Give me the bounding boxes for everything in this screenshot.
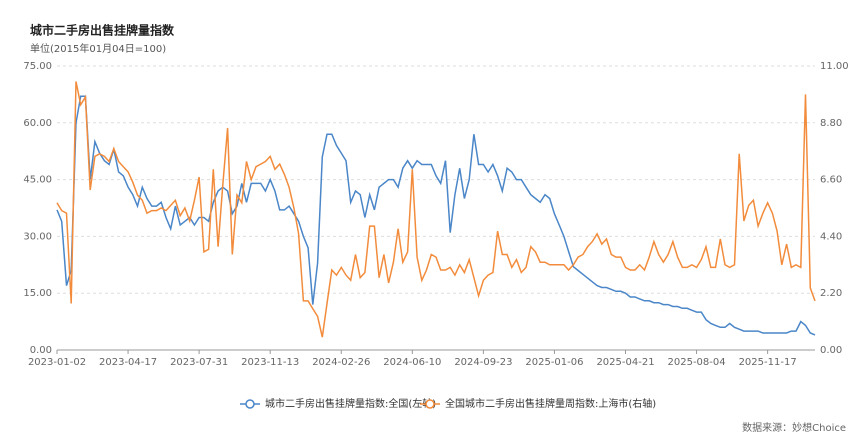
series-line	[56, 81, 816, 338]
chart-title: 城市二手房出售挂牌量指数	[30, 23, 175, 38]
x-tick-label: 2023-04-17	[99, 357, 157, 368]
y-tick-label: 0.00	[30, 345, 52, 356]
legend-label: 全国城市二手房出售挂牌量周指数:上海市(右轴)	[445, 397, 656, 410]
legend-marker	[245, 399, 255, 409]
x-tick-label: 2023-11-13	[241, 357, 299, 368]
chart-subtitle: 单位(2015年01月04日=100)	[30, 42, 166, 55]
x-tick-label: 2025-08-04	[668, 357, 726, 368]
x-tick-label: 2024-09-23	[454, 357, 512, 368]
x-tick-label: 2025-01-06	[525, 357, 583, 368]
y-tick-label: 45.00	[23, 175, 52, 186]
x-tick-label: 2023-01-02	[28, 357, 86, 368]
x-tick-label: 2025-11-17	[739, 357, 797, 368]
x-tick-label: 2023-07-31	[170, 357, 228, 368]
y2-tick-label: 8.80	[820, 118, 842, 129]
y2-tick-label: 2.20	[820, 288, 842, 299]
legend-marker	[425, 399, 435, 409]
y2-tick-label: 4.40	[820, 231, 842, 242]
series-line	[56, 95, 816, 336]
y-tick-label: 30.00	[23, 231, 52, 242]
y-tick-label: 15.00	[23, 288, 52, 299]
source-note: 数据来源：妙想Choice	[742, 421, 846, 434]
x-tick-label: 2024-02-26	[312, 357, 370, 368]
legend-label: 城市二手房出售挂牌量指数:全国(左轴)	[265, 397, 436, 410]
y2-tick-label: 11.00	[820, 61, 849, 72]
x-tick-label: 2025-04-21	[596, 357, 654, 368]
x-tick-label: 2024-06-10	[383, 357, 441, 368]
y-tick-label: 75.00	[23, 61, 52, 72]
y2-tick-label: 6.60	[820, 175, 842, 186]
y2-tick-label: 0.00	[820, 345, 842, 356]
y-tick-label: 60.00	[23, 118, 52, 129]
